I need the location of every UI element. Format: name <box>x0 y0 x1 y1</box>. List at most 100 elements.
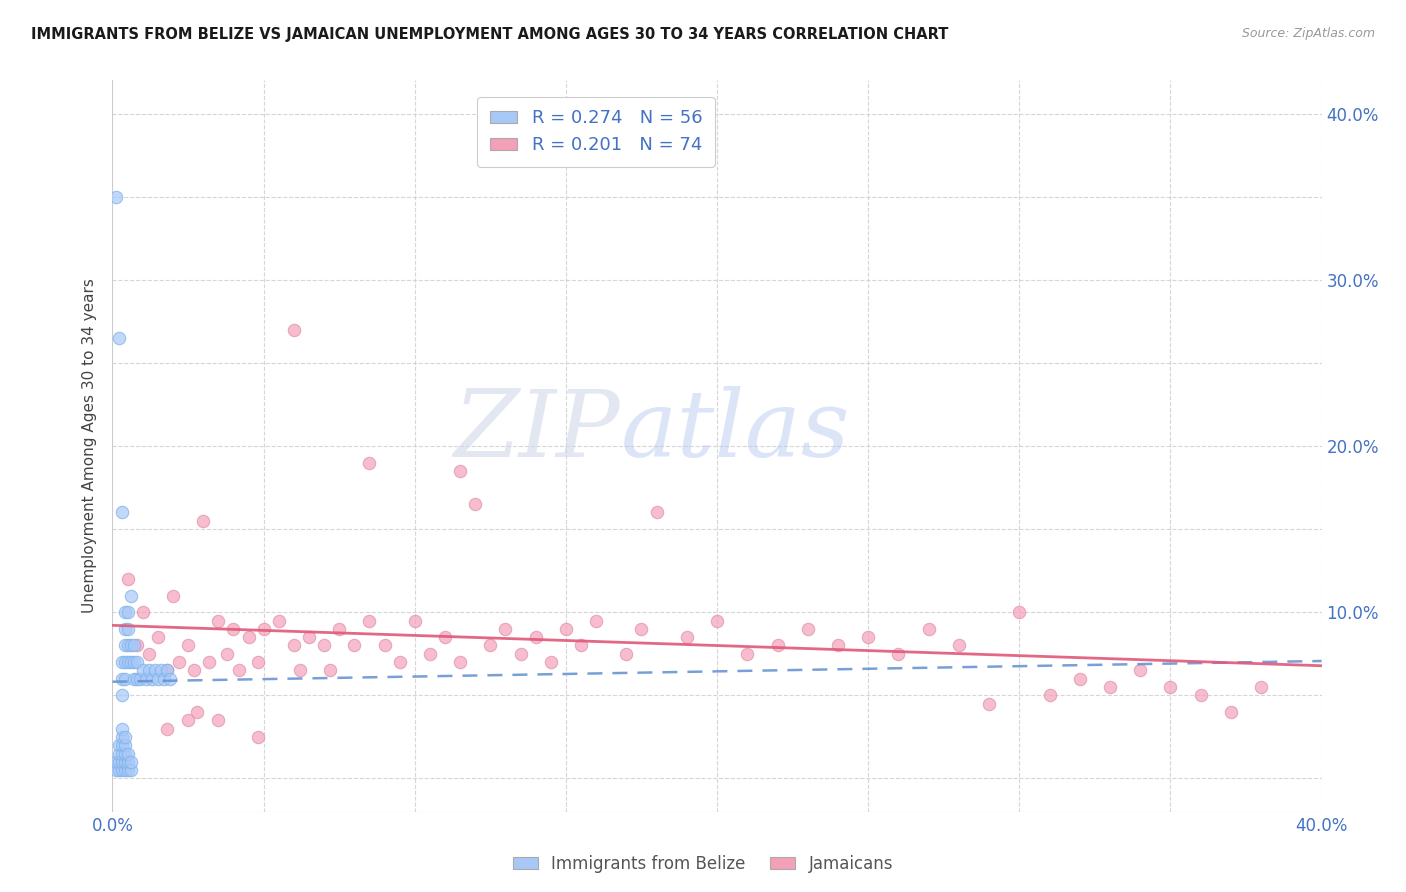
Point <box>138 647 160 661</box>
Point <box>449 655 471 669</box>
Point <box>122 672 145 686</box>
Legend: Immigrants from Belize, Jamaicans: Immigrants from Belize, Jamaicans <box>506 848 900 880</box>
Point <box>122 655 145 669</box>
Point <box>1220 705 1243 719</box>
Point <box>114 639 136 653</box>
Point <box>125 655 148 669</box>
Point <box>104 189 127 203</box>
Point <box>495 622 517 636</box>
Point <box>117 755 139 769</box>
Point <box>153 672 176 686</box>
Text: IMMIGRANTS FROM BELIZE VS JAMAICAN UNEMPLOYMENT AMONG AGES 30 TO 34 YEARS CORREL: IMMIGRANTS FROM BELIZE VS JAMAICAN UNEMP… <box>31 27 948 42</box>
Text: ZIP: ZIP <box>454 386 620 476</box>
Point <box>117 572 139 586</box>
Point <box>114 672 136 686</box>
Point <box>404 614 426 628</box>
Point <box>616 647 638 661</box>
Point <box>125 672 148 686</box>
Point <box>135 672 157 686</box>
Point <box>117 605 139 619</box>
Point <box>120 639 142 653</box>
Point <box>110 655 132 669</box>
Point <box>114 730 136 744</box>
Point <box>298 630 321 644</box>
Point <box>120 589 142 603</box>
Point <box>554 622 576 636</box>
Point <box>107 763 129 777</box>
Point <box>114 755 136 769</box>
Point <box>1250 680 1272 694</box>
Point <box>207 614 229 628</box>
Point <box>104 755 127 769</box>
Point <box>177 639 200 653</box>
Text: atlas: atlas <box>620 386 849 476</box>
Point <box>107 331 129 345</box>
Point <box>110 738 132 752</box>
Point <box>328 622 350 636</box>
Point <box>253 622 276 636</box>
Point <box>856 630 880 644</box>
Point <box>222 622 245 636</box>
Point <box>238 630 260 644</box>
Point <box>141 672 163 686</box>
Point <box>1129 664 1152 678</box>
Point <box>146 672 169 686</box>
Point <box>288 664 311 678</box>
Point <box>343 639 366 653</box>
Point <box>359 456 381 470</box>
Point <box>114 605 136 619</box>
Point <box>177 714 200 728</box>
Point <box>569 639 592 653</box>
Point <box>433 630 456 644</box>
Point <box>267 614 290 628</box>
Point <box>314 639 336 653</box>
Point <box>228 664 250 678</box>
Point <box>162 589 184 603</box>
Point <box>117 747 139 761</box>
Point <box>540 655 562 669</box>
Point <box>110 747 132 761</box>
Point <box>1159 680 1181 694</box>
Point <box>645 506 668 520</box>
Point <box>977 697 1000 711</box>
Point <box>479 639 502 653</box>
Point <box>107 738 129 752</box>
Point <box>110 672 132 686</box>
Point <box>464 497 486 511</box>
Point <box>246 730 269 744</box>
Point <box>114 763 136 777</box>
Point <box>585 614 607 628</box>
Y-axis label: Unemployment Among Ages 30 to 34 years: Unemployment Among Ages 30 to 34 years <box>82 278 97 614</box>
Point <box>117 763 139 777</box>
Point <box>138 664 160 678</box>
Point <box>125 639 148 653</box>
Point <box>737 647 759 661</box>
Point <box>156 664 179 678</box>
Point <box>1098 680 1121 694</box>
Point <box>388 655 411 669</box>
Point <box>110 763 132 777</box>
Point <box>1069 672 1091 686</box>
Point <box>1008 605 1031 619</box>
Point <box>120 763 142 777</box>
Point <box>114 738 136 752</box>
Point <box>110 730 132 744</box>
Point <box>167 655 190 669</box>
Point <box>183 664 205 678</box>
Point <box>114 655 136 669</box>
Point <box>918 622 941 636</box>
Point <box>359 614 381 628</box>
Point <box>283 323 305 337</box>
Point <box>524 630 547 644</box>
Point <box>132 664 155 678</box>
Point <box>149 664 172 678</box>
Point <box>827 639 849 653</box>
Point <box>283 639 305 653</box>
Point <box>887 647 910 661</box>
Point <box>766 639 789 653</box>
Point <box>186 705 208 719</box>
Point <box>198 655 221 669</box>
Point <box>246 655 269 669</box>
Point <box>143 664 166 678</box>
Point <box>319 664 342 678</box>
